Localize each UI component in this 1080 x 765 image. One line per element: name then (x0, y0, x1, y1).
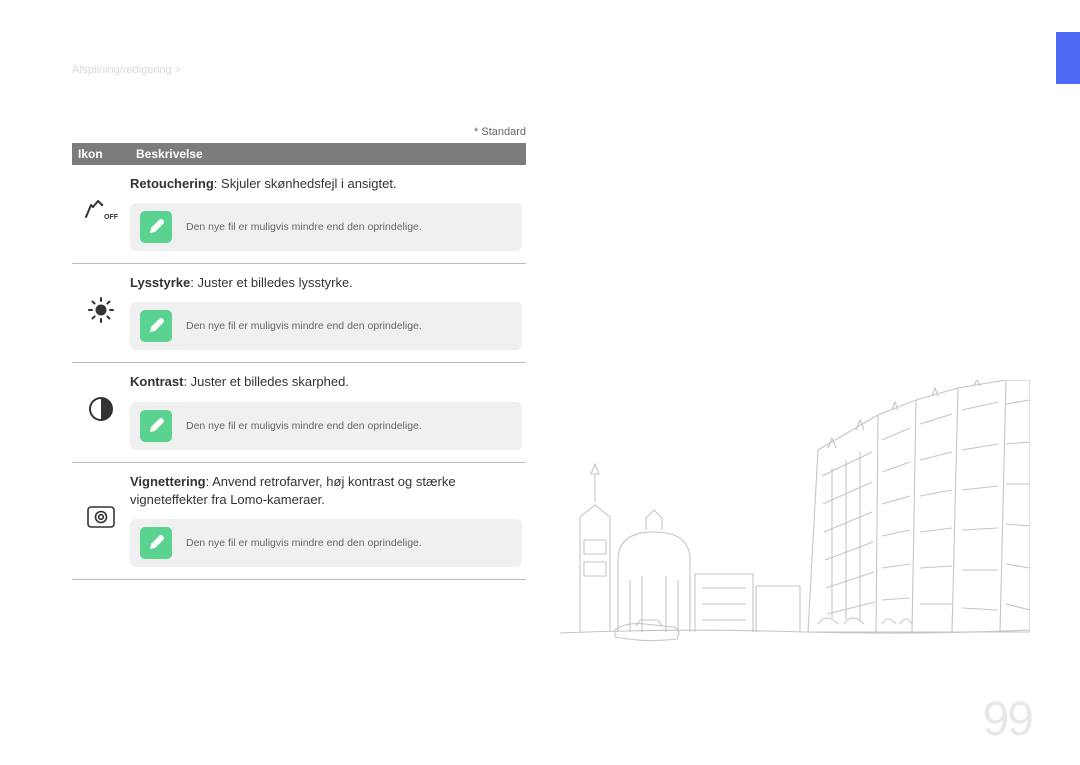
pen-icon (140, 211, 172, 243)
table-row: Kontrast: Juster et billedes skarphed. D… (72, 363, 526, 462)
note-text: Den nye fil er muligvis mindre end den o… (186, 320, 422, 332)
cell-beskrivelse: Retouchering: Skjuler skønhedsfejl i ans… (130, 175, 526, 251)
cell-ikon: OFF (72, 175, 130, 251)
city-illustration (560, 380, 1030, 710)
note-box: Den nye fil er muligvis mindre end den o… (130, 302, 522, 350)
retouch-off-icon: OFF (84, 199, 118, 228)
table-row: OFF Retouchering: Skjuler skønhedsfejl i… (72, 165, 526, 264)
note-text: Den nye fil er muligvis mindre end den o… (186, 221, 422, 233)
pen-icon (140, 527, 172, 559)
header-ikon: Ikon (72, 143, 130, 165)
row-description: Vignettering: Anvend retrofarver, høj ko… (130, 473, 522, 509)
vignette-icon (87, 506, 115, 533)
pen-icon (140, 310, 172, 342)
header-beskrivelse: Beskrivelse (130, 143, 526, 165)
table-header: Ikon Beskrivelse (72, 143, 526, 165)
table-row: Lysstyrke: Juster et billedes lysstyrke.… (72, 264, 526, 363)
cell-ikon (72, 373, 130, 449)
note-box: Den nye fil er muligvis mindre end den o… (130, 402, 522, 450)
note-text: Den nye fil er muligvis mindre end den o… (186, 420, 422, 432)
svg-text:OFF: OFF (104, 214, 118, 221)
note-box: Den nye fil er muligvis mindre end den o… (130, 519, 522, 567)
cell-beskrivelse: Vignettering: Anvend retrofarver, høj ko… (130, 473, 526, 567)
note-box: Den nye fil er muligvis mindre end den o… (130, 203, 522, 251)
icon-table: Ikon Beskrivelse OFF Retouchering: Skjul… (72, 143, 526, 580)
note-text: Den nye fil er muligvis mindre end den o… (186, 537, 422, 549)
row-description: Kontrast: Juster et billedes skarphed. (130, 373, 522, 391)
cell-beskrivelse: Lysstyrke: Juster et billedes lysstyrke.… (130, 274, 526, 350)
cell-beskrivelse: Kontrast: Juster et billedes skarphed. D… (130, 373, 526, 449)
side-tab (1056, 32, 1080, 84)
cell-ikon (72, 274, 130, 350)
brightness-icon (87, 296, 115, 329)
breadcrumb: Afspilning/redigering > (72, 64, 181, 76)
pen-icon (140, 410, 172, 442)
row-description: Lysstyrke: Juster et billedes lysstyrke. (130, 274, 522, 292)
page-number: 99 (983, 692, 1032, 747)
cell-ikon (72, 473, 130, 567)
table-row: Vignettering: Anvend retrofarver, høj ko… (72, 463, 526, 580)
row-description: Retouchering: Skjuler skønhedsfejl i ans… (130, 175, 522, 193)
standard-note: * Standard (72, 126, 526, 138)
contrast-icon (88, 396, 114, 427)
